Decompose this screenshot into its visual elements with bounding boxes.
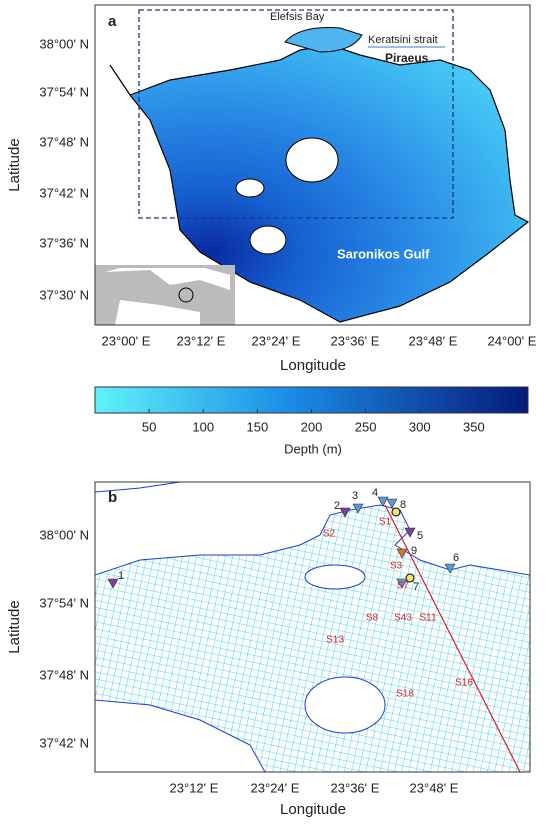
buoy (405, 573, 415, 583)
inset-land (105, 268, 230, 325)
island (249, 225, 287, 255)
y-tick-label: 37°54' N (39, 595, 89, 610)
x-tick-label: 23°36' E (331, 780, 380, 795)
station-marker (339, 507, 351, 518)
colorbar-tick-label: 100 (192, 419, 214, 434)
map-b (95, 482, 530, 772)
x-tick-label: 23°36' E (331, 333, 380, 348)
y-axis-title: Latitude (6, 600, 23, 653)
station-label: 5 (417, 530, 423, 542)
station-marker (352, 503, 364, 514)
site-label: S13 (326, 635, 344, 646)
colorbar (94, 386, 529, 414)
x-tick-label: 23°48' E (410, 780, 459, 795)
island (235, 178, 265, 198)
zoom-box (138, 9, 454, 219)
coast (109, 64, 131, 96)
site-label: S2 (323, 529, 336, 540)
station-marker (386, 498, 398, 509)
station-marker (107, 578, 119, 589)
station-label: 7 (413, 581, 419, 593)
y-tick-label: 37°54' N (39, 84, 89, 99)
station-label: 4 (372, 487, 378, 499)
y-tick-label: 37°48' N (39, 134, 89, 149)
map-a (95, 9, 530, 325)
island (304, 676, 386, 734)
station-marker (404, 527, 416, 538)
panel-label: b (108, 489, 117, 506)
island (304, 564, 366, 590)
bay (284, 27, 363, 53)
colorbar-tick-label: 250 (355, 419, 377, 434)
station-label: 3 (352, 490, 358, 502)
panel-label: a (108, 13, 117, 30)
x-tick-label: 23°12' E (170, 780, 219, 795)
site-label: S11 (419, 613, 436, 624)
y-axis-title: Latitude (6, 138, 23, 191)
site-label: S43 (394, 613, 412, 624)
y-tick-label: 37°30' N (39, 287, 89, 302)
axes-a (94, 4, 531, 326)
y-tick-label: 37°42' N (39, 185, 89, 200)
colorbar-title: Depth (m) (284, 441, 342, 456)
annotation: Elefsis Bay (270, 11, 325, 23)
x-axis-title: Longitude (280, 357, 346, 374)
station-marker (377, 496, 389, 507)
inset-marker (178, 287, 194, 303)
station-label: 8 (400, 499, 406, 511)
station-label: 2 (334, 500, 340, 512)
station-marker (396, 548, 408, 559)
x-axis-title: Longitude (280, 801, 346, 818)
x-tick-label: 24°00' E (488, 333, 537, 348)
station-label: 9 (411, 545, 417, 557)
buoy (391, 507, 401, 517)
y-tick-label: 37°42' N (39, 735, 89, 750)
sea (129, 44, 530, 323)
x-tick-label: 23°12' E (177, 333, 226, 348)
colorbar-tick-label: 200 (301, 419, 323, 434)
y-tick-label: 38°00' N (39, 36, 89, 51)
colorbar-tick-label: 150 (247, 419, 269, 434)
x-tick-label: 23°24' E (251, 780, 300, 795)
transect (384, 504, 521, 772)
site-label: S1 (379, 517, 392, 528)
annotation: Saronikos Gulf (337, 246, 430, 261)
station-label: 1 (118, 570, 124, 582)
site-label: S18 (396, 689, 414, 700)
annotation: Piraeus (385, 51, 429, 65)
axes-b (94, 481, 531, 773)
station-label: 6 (453, 552, 459, 564)
y-tick-label: 37°36' N (39, 235, 89, 250)
site-label: S8 (366, 613, 379, 624)
colorbar-tick-label: 350 (463, 419, 485, 434)
x-tick-label: 23°48' E (409, 333, 458, 348)
station-marker (444, 563, 456, 574)
site-label: S16 (455, 678, 473, 689)
north-coast (95, 482, 181, 493)
mesh-sea (95, 504, 530, 772)
island (285, 137, 339, 183)
x-tick-label: 23°00' E (102, 333, 151, 348)
south-land (95, 699, 266, 772)
x-tick-label: 23°24' E (252, 333, 301, 348)
colorbar-tick-label: 50 (142, 419, 156, 434)
site-label: S3 (390, 561, 403, 572)
station-marker (396, 578, 408, 589)
annotation: Keratsini strait (368, 34, 438, 46)
y-tick-label: 37°48' N (39, 667, 89, 682)
colorbar-tick-label: 300 (409, 419, 431, 434)
y-tick-label: 38°00' N (39, 527, 89, 542)
site-label: S7 (397, 581, 410, 592)
